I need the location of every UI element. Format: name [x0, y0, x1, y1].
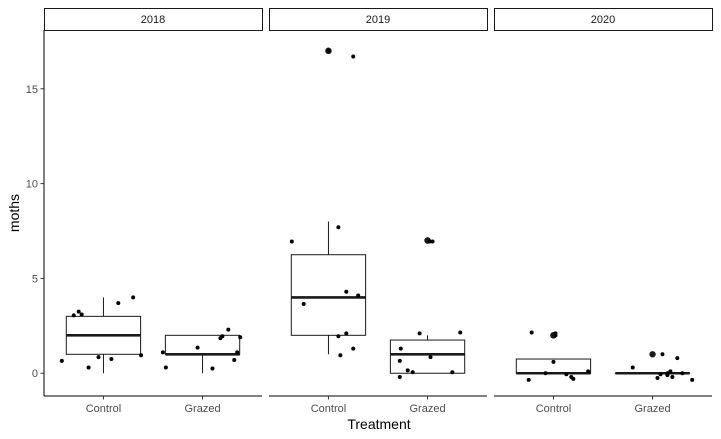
data-point	[351, 54, 356, 59]
box-2018-grazed	[160, 327, 243, 374]
strip-2020	[494, 8, 713, 31]
data-point	[655, 375, 660, 380]
strip-2019	[269, 8, 488, 31]
x-tick-label-grazed: Grazed	[185, 403, 221, 415]
data-point	[139, 353, 144, 358]
x-tick-label-grazed: Grazed	[410, 403, 446, 415]
data-point	[116, 301, 121, 306]
data-point	[96, 355, 101, 360]
x-axis-title: Treatment	[347, 416, 410, 432]
data-point	[326, 48, 331, 53]
data-point	[163, 365, 168, 370]
data-point	[543, 371, 548, 376]
y-tick-label-15: 15	[26, 84, 38, 96]
strip-2018	[44, 8, 263, 31]
box-2020-grazed	[614, 351, 695, 382]
data-point	[571, 376, 576, 381]
data-point	[71, 313, 76, 318]
facet-panels: 2018 Control Grazed 2019 Control Grazed 2020 Co…	[44, 8, 713, 415]
data-point	[665, 373, 670, 378]
data-point	[210, 366, 215, 371]
x-tick-label-grazed: Grazed	[635, 403, 671, 415]
strip-label-2020: 2020	[591, 14, 615, 26]
data-point	[238, 335, 243, 340]
data-point	[232, 357, 237, 362]
data-point	[344, 289, 349, 294]
x-tick-label-control: Control	[536, 403, 571, 415]
data-point	[338, 353, 343, 358]
data-point	[160, 350, 165, 355]
box-2020-control	[515, 330, 592, 382]
data-point	[658, 372, 663, 377]
data-point	[289, 239, 294, 244]
outlier-point	[649, 351, 656, 358]
box-rect	[389, 339, 466, 374]
data-point	[344, 331, 349, 336]
data-point	[427, 239, 432, 244]
data-point	[351, 346, 356, 351]
data-point	[397, 375, 402, 380]
y-tick-label-10: 10	[26, 179, 38, 191]
data-point	[586, 369, 591, 374]
data-point	[226, 327, 231, 332]
data-point	[668, 369, 673, 374]
data-point	[428, 355, 433, 360]
data-point	[417, 331, 422, 336]
box-2018-control	[59, 295, 144, 374]
data-point	[680, 371, 685, 376]
data-point	[336, 225, 341, 230]
data-point	[564, 372, 569, 377]
data-point	[235, 350, 240, 355]
data-point	[59, 358, 64, 363]
y-tick-label-5: 5	[32, 273, 38, 285]
data-point	[529, 330, 534, 335]
panel-2020: 2020 Control Grazed	[494, 8, 713, 415]
data-point	[526, 377, 531, 382]
data-point	[675, 356, 680, 361]
data-point	[690, 377, 695, 382]
data-point	[397, 358, 402, 363]
data-point	[79, 312, 84, 317]
y-axis-title: moths	[6, 194, 22, 232]
x-tick-label-control: Control	[311, 403, 346, 415]
data-point	[398, 346, 403, 351]
box-rect	[164, 334, 241, 355]
panel-2019: 2019 Control Grazed	[269, 8, 488, 415]
data-point	[195, 345, 200, 350]
data-point	[220, 334, 225, 339]
data-point	[336, 334, 341, 339]
data-point	[86, 365, 91, 370]
data-point	[410, 370, 415, 375]
box-2019-control	[289, 47, 367, 358]
data-point	[131, 295, 136, 300]
data-point	[551, 359, 556, 364]
data-point	[450, 370, 455, 375]
data-point	[660, 352, 665, 357]
data-point	[553, 331, 558, 336]
panel-2018: 2018 Control Grazed	[44, 8, 263, 415]
data-point	[458, 330, 463, 335]
strip-label-2019: 2019	[366, 14, 390, 26]
data-point	[630, 365, 635, 370]
data-point	[430, 239, 435, 244]
data-point	[76, 309, 81, 314]
data-point	[405, 368, 410, 373]
box-2019-grazed	[389, 237, 466, 380]
y-tick-label-0: 0	[32, 368, 38, 380]
data-point	[301, 302, 306, 307]
data-point	[356, 293, 361, 298]
y-axis: 0 5 10 15	[26, 30, 45, 396]
data-point	[109, 357, 114, 362]
x-tick-label-control: Control	[86, 403, 121, 415]
data-point	[670, 375, 675, 380]
strip-label-2018: 2018	[141, 14, 165, 26]
box-rect	[290, 254, 367, 336]
